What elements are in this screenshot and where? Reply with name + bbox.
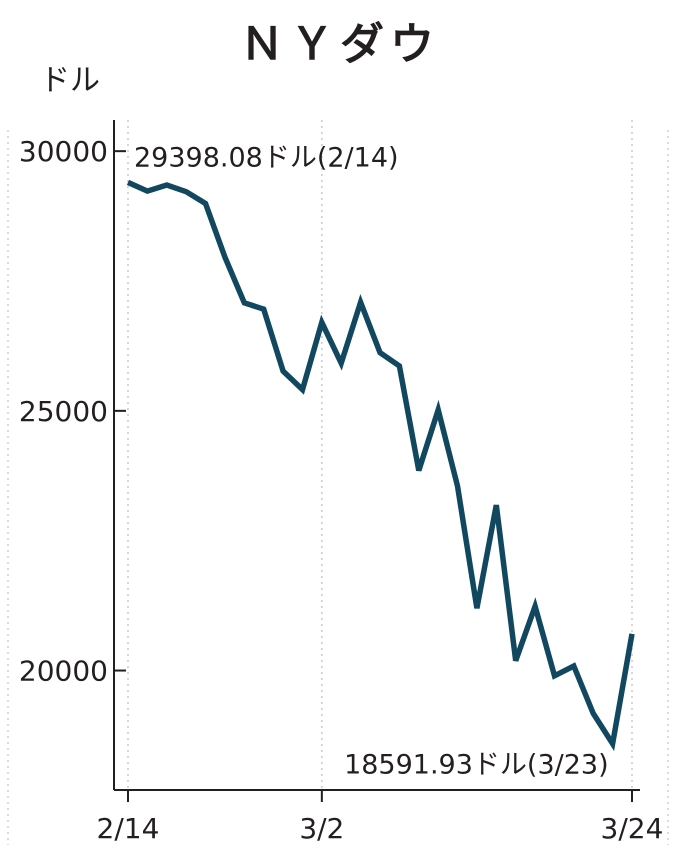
series-line	[126, 179, 635, 752]
min-annotation: 18591.93ドル(3/23)	[344, 750, 609, 781]
chart-title: ＮＹダウ	[240, 19, 440, 70]
max-annotation: 29398.08ドル(2/14)	[134, 142, 399, 173]
y-tick-label: 30000	[19, 135, 108, 168]
y-axis-unit: ドル	[40, 63, 100, 98]
x-tick-label: 3/24	[601, 812, 664, 845]
y-tick-label: 20000	[19, 655, 108, 688]
x-tick-label: 2/14	[97, 812, 160, 845]
x-tick-label: 3/2	[299, 812, 344, 845]
y-tick-label: 25000	[19, 395, 108, 428]
